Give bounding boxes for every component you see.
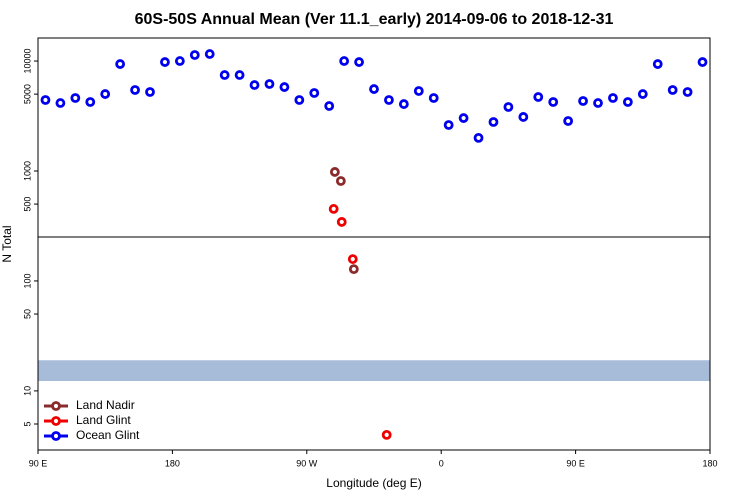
point xyxy=(473,132,484,143)
point xyxy=(347,254,358,264)
point xyxy=(160,57,170,67)
point xyxy=(85,97,96,107)
point xyxy=(637,89,648,99)
point xyxy=(652,59,663,69)
x-tick-label: 180 xyxy=(165,458,180,468)
plot-frame xyxy=(37,37,711,451)
point xyxy=(145,87,155,97)
point xyxy=(369,84,379,94)
chart-title: 60S-50S Annual Mean (Ver 11.1_early) 201… xyxy=(135,11,614,28)
point xyxy=(578,96,588,106)
point xyxy=(204,49,215,59)
point xyxy=(488,117,499,127)
point xyxy=(294,95,305,105)
point xyxy=(398,99,409,109)
y-tick-label: 10000 xyxy=(22,49,32,74)
y-tick-label: 10 xyxy=(22,386,32,396)
y-tick-label: 5 xyxy=(22,421,32,426)
point xyxy=(189,50,200,60)
point xyxy=(518,112,529,122)
point xyxy=(608,93,618,103)
x-tick-label: 90 E xyxy=(29,458,48,468)
y-tick-label: 500 xyxy=(22,197,32,212)
point xyxy=(249,80,260,90)
point xyxy=(667,85,678,95)
point xyxy=(279,82,290,92)
y-tick-label: 100 xyxy=(22,273,32,288)
point xyxy=(100,89,111,99)
point xyxy=(413,86,424,96)
point xyxy=(309,88,320,98)
x-axis-label: Longitude (deg E) xyxy=(326,476,421,490)
point xyxy=(339,56,350,66)
point xyxy=(174,56,185,66)
legend-marker xyxy=(51,401,61,411)
legend-marker xyxy=(51,416,61,426)
point xyxy=(593,98,603,108)
y-tick-label: 1000 xyxy=(22,161,32,181)
point xyxy=(264,79,275,89)
legend-label: Land Glint xyxy=(76,413,131,427)
point xyxy=(503,102,514,112)
x-tick-label: 180 xyxy=(702,458,717,468)
point xyxy=(384,95,394,105)
point xyxy=(443,120,454,130)
band xyxy=(38,360,710,382)
point xyxy=(697,57,708,67)
point xyxy=(682,87,693,97)
point xyxy=(335,176,346,186)
y-axis-label: N Total xyxy=(0,225,14,262)
point xyxy=(234,70,245,80)
legend-label: Ocean Glint xyxy=(76,428,140,442)
point xyxy=(328,204,339,214)
point xyxy=(458,113,469,123)
point xyxy=(348,264,359,275)
point xyxy=(115,59,126,69)
point xyxy=(70,93,81,103)
point xyxy=(428,93,439,103)
point xyxy=(55,98,66,108)
legend-label: Land Nadir xyxy=(76,398,135,412)
point xyxy=(40,95,51,105)
point xyxy=(354,57,364,67)
point xyxy=(563,116,574,126)
point xyxy=(622,97,633,107)
point xyxy=(329,167,340,177)
x-tick-label: 90 E xyxy=(566,458,585,468)
point xyxy=(548,97,559,107)
point xyxy=(130,85,140,95)
point xyxy=(381,429,392,440)
x-tick-label: 90 W xyxy=(296,458,318,468)
legend-marker xyxy=(51,431,61,441)
x-tick-label: 0 xyxy=(439,458,444,468)
y-tick-label: 5000 xyxy=(22,84,32,104)
point xyxy=(324,101,335,111)
y-tick-label: 50 xyxy=(22,309,32,319)
point xyxy=(336,217,347,227)
point xyxy=(533,92,544,102)
point xyxy=(219,70,230,80)
